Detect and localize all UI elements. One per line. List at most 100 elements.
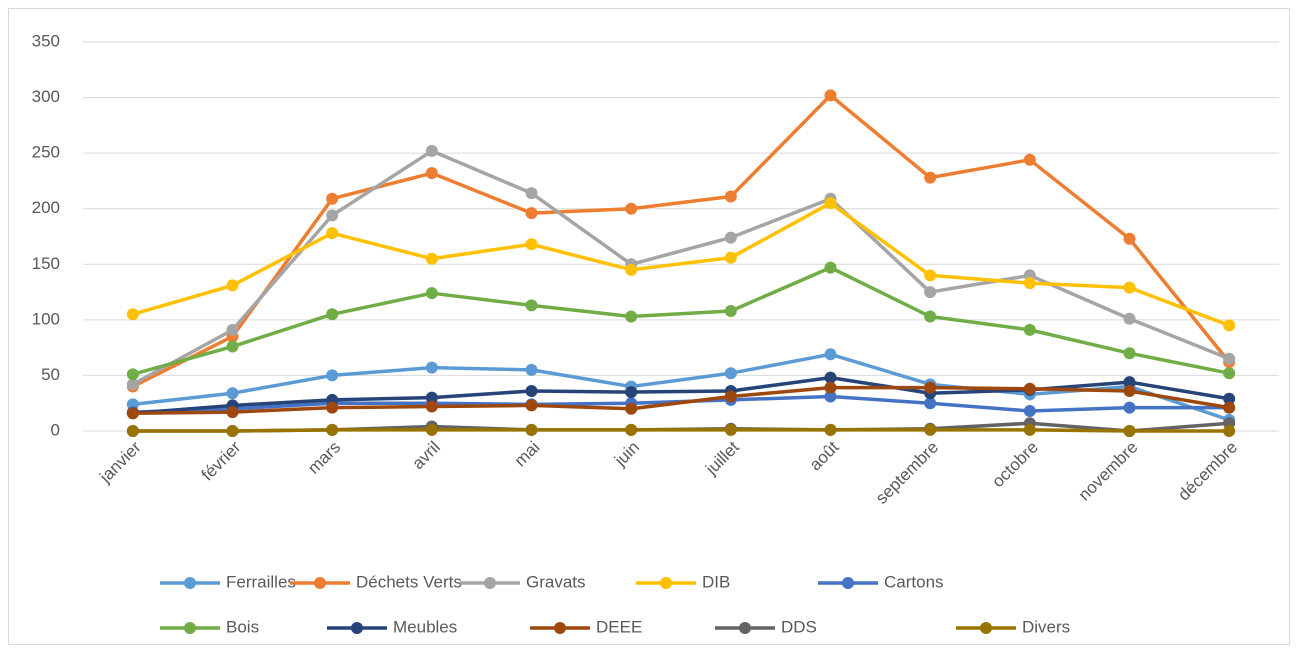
data-point xyxy=(824,261,837,274)
data-point xyxy=(525,363,538,376)
legend-label: DIB xyxy=(702,572,730,591)
data-point xyxy=(724,231,737,244)
data-point xyxy=(1023,404,1036,417)
data-point xyxy=(625,310,638,323)
data-point xyxy=(1123,376,1136,389)
data-point xyxy=(824,381,837,394)
legend-marker xyxy=(739,622,751,634)
data-point xyxy=(1123,425,1136,437)
data-point xyxy=(326,401,339,414)
legend-marker xyxy=(842,577,854,589)
legend-label: Gravats xyxy=(526,572,586,591)
legend-marker xyxy=(184,622,196,634)
legend-marker xyxy=(660,577,672,589)
data-point xyxy=(1223,319,1236,332)
data-point xyxy=(126,368,139,381)
data-point xyxy=(425,391,438,404)
data-point xyxy=(1023,323,1036,336)
legend-marker xyxy=(351,622,363,634)
data-point xyxy=(1023,423,1036,436)
y-tick-label: 350 xyxy=(32,31,60,50)
data-point xyxy=(525,207,538,220)
y-tick-label: 0 xyxy=(51,420,60,439)
data-point xyxy=(625,202,638,215)
data-point xyxy=(525,384,538,397)
legend-marker xyxy=(980,622,992,634)
data-point xyxy=(226,425,239,437)
data-point xyxy=(1223,367,1236,380)
data-point xyxy=(724,304,737,317)
data-point xyxy=(924,269,937,282)
legend-marker xyxy=(184,577,196,589)
data-point xyxy=(1123,347,1136,360)
data-point xyxy=(1123,232,1136,245)
data-point xyxy=(226,279,239,292)
legend-label: Déchets Verts xyxy=(356,572,462,591)
data-point xyxy=(326,423,339,436)
data-point xyxy=(525,299,538,312)
series-line xyxy=(132,265,1230,377)
data-point xyxy=(724,390,737,403)
data-point xyxy=(326,369,339,382)
legend-label: Meubles xyxy=(393,617,457,636)
data-point xyxy=(824,89,837,102)
data-point xyxy=(425,400,438,413)
data-point xyxy=(1123,384,1136,397)
data-point xyxy=(924,286,937,299)
legend-label: Divers xyxy=(1022,617,1070,636)
data-point xyxy=(924,397,937,410)
data-point xyxy=(625,423,638,436)
data-point xyxy=(1023,382,1036,395)
data-point xyxy=(126,308,139,321)
data-point xyxy=(226,387,239,400)
legend-label: Ferrailles xyxy=(226,572,296,591)
data-point xyxy=(924,310,937,323)
y-tick-label: 250 xyxy=(32,143,60,162)
data-point xyxy=(226,340,239,353)
data-point xyxy=(126,378,139,391)
data-point xyxy=(326,308,339,321)
legend-marker xyxy=(554,622,566,634)
data-point xyxy=(1223,401,1236,414)
chart-border xyxy=(8,8,1290,645)
legend-marker xyxy=(314,577,326,589)
legend-marker xyxy=(484,577,496,589)
data-point xyxy=(326,192,339,205)
data-point xyxy=(625,402,638,415)
y-tick-label: 100 xyxy=(32,309,60,328)
y-tick-label: 200 xyxy=(32,198,60,217)
data-point xyxy=(525,399,538,412)
legend-label: DDS xyxy=(781,617,817,636)
data-point xyxy=(824,197,837,210)
series-line xyxy=(132,428,1230,433)
data-point xyxy=(525,187,538,200)
data-point xyxy=(525,423,538,436)
data-point xyxy=(724,251,737,264)
series-line xyxy=(132,385,1230,415)
data-point xyxy=(824,423,837,436)
data-point xyxy=(1223,392,1236,405)
data-point xyxy=(425,287,438,300)
data-point xyxy=(425,252,438,265)
series-line xyxy=(132,352,1230,422)
data-point xyxy=(1123,312,1136,325)
y-tick-label: 150 xyxy=(32,254,60,273)
legend-label: Bois xyxy=(226,617,259,636)
data-point xyxy=(1223,352,1236,365)
data-point xyxy=(1023,153,1036,166)
data-point xyxy=(126,425,139,437)
data-point xyxy=(1123,401,1136,414)
series-line xyxy=(132,93,1231,389)
data-point xyxy=(824,390,837,403)
data-point xyxy=(824,371,837,384)
data-point xyxy=(425,361,438,374)
data-point xyxy=(226,323,239,336)
data-point xyxy=(226,406,239,419)
data-point xyxy=(724,423,737,436)
data-point xyxy=(924,171,937,184)
data-point xyxy=(326,209,339,222)
data-point xyxy=(425,144,438,157)
data-point xyxy=(425,423,438,436)
data-point xyxy=(1123,281,1136,294)
